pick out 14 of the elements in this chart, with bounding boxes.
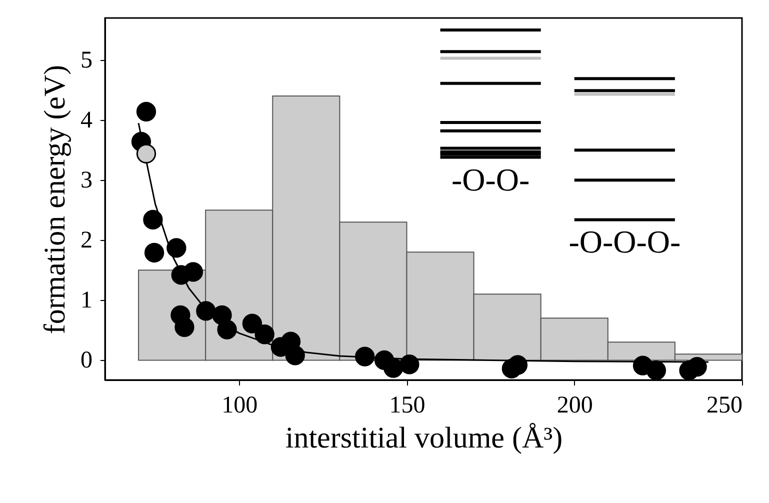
y-tick-label: 4 [80, 108, 92, 134]
x-axis-title: interstitial volume (Å³) [285, 422, 563, 454]
y-tick-label: 2 [80, 228, 92, 254]
x-tick-label: 150 [389, 392, 426, 418]
y-tick-label: 3 [80, 168, 92, 194]
x-tick-label: 250 [706, 392, 742, 418]
x-tick-label: 200 [556, 392, 593, 418]
y-tick-label: 5 [80, 48, 92, 74]
y-tick-label: 0 [80, 348, 92, 374]
y-axis-title: formation energy (eV) [38, 64, 72, 334]
series-label: -O-O-O- [568, 224, 681, 260]
x-tick-label: 100 [222, 392, 258, 418]
series-label: -O-O- [451, 161, 530, 198]
y-tick-label: 1 [80, 288, 92, 314]
